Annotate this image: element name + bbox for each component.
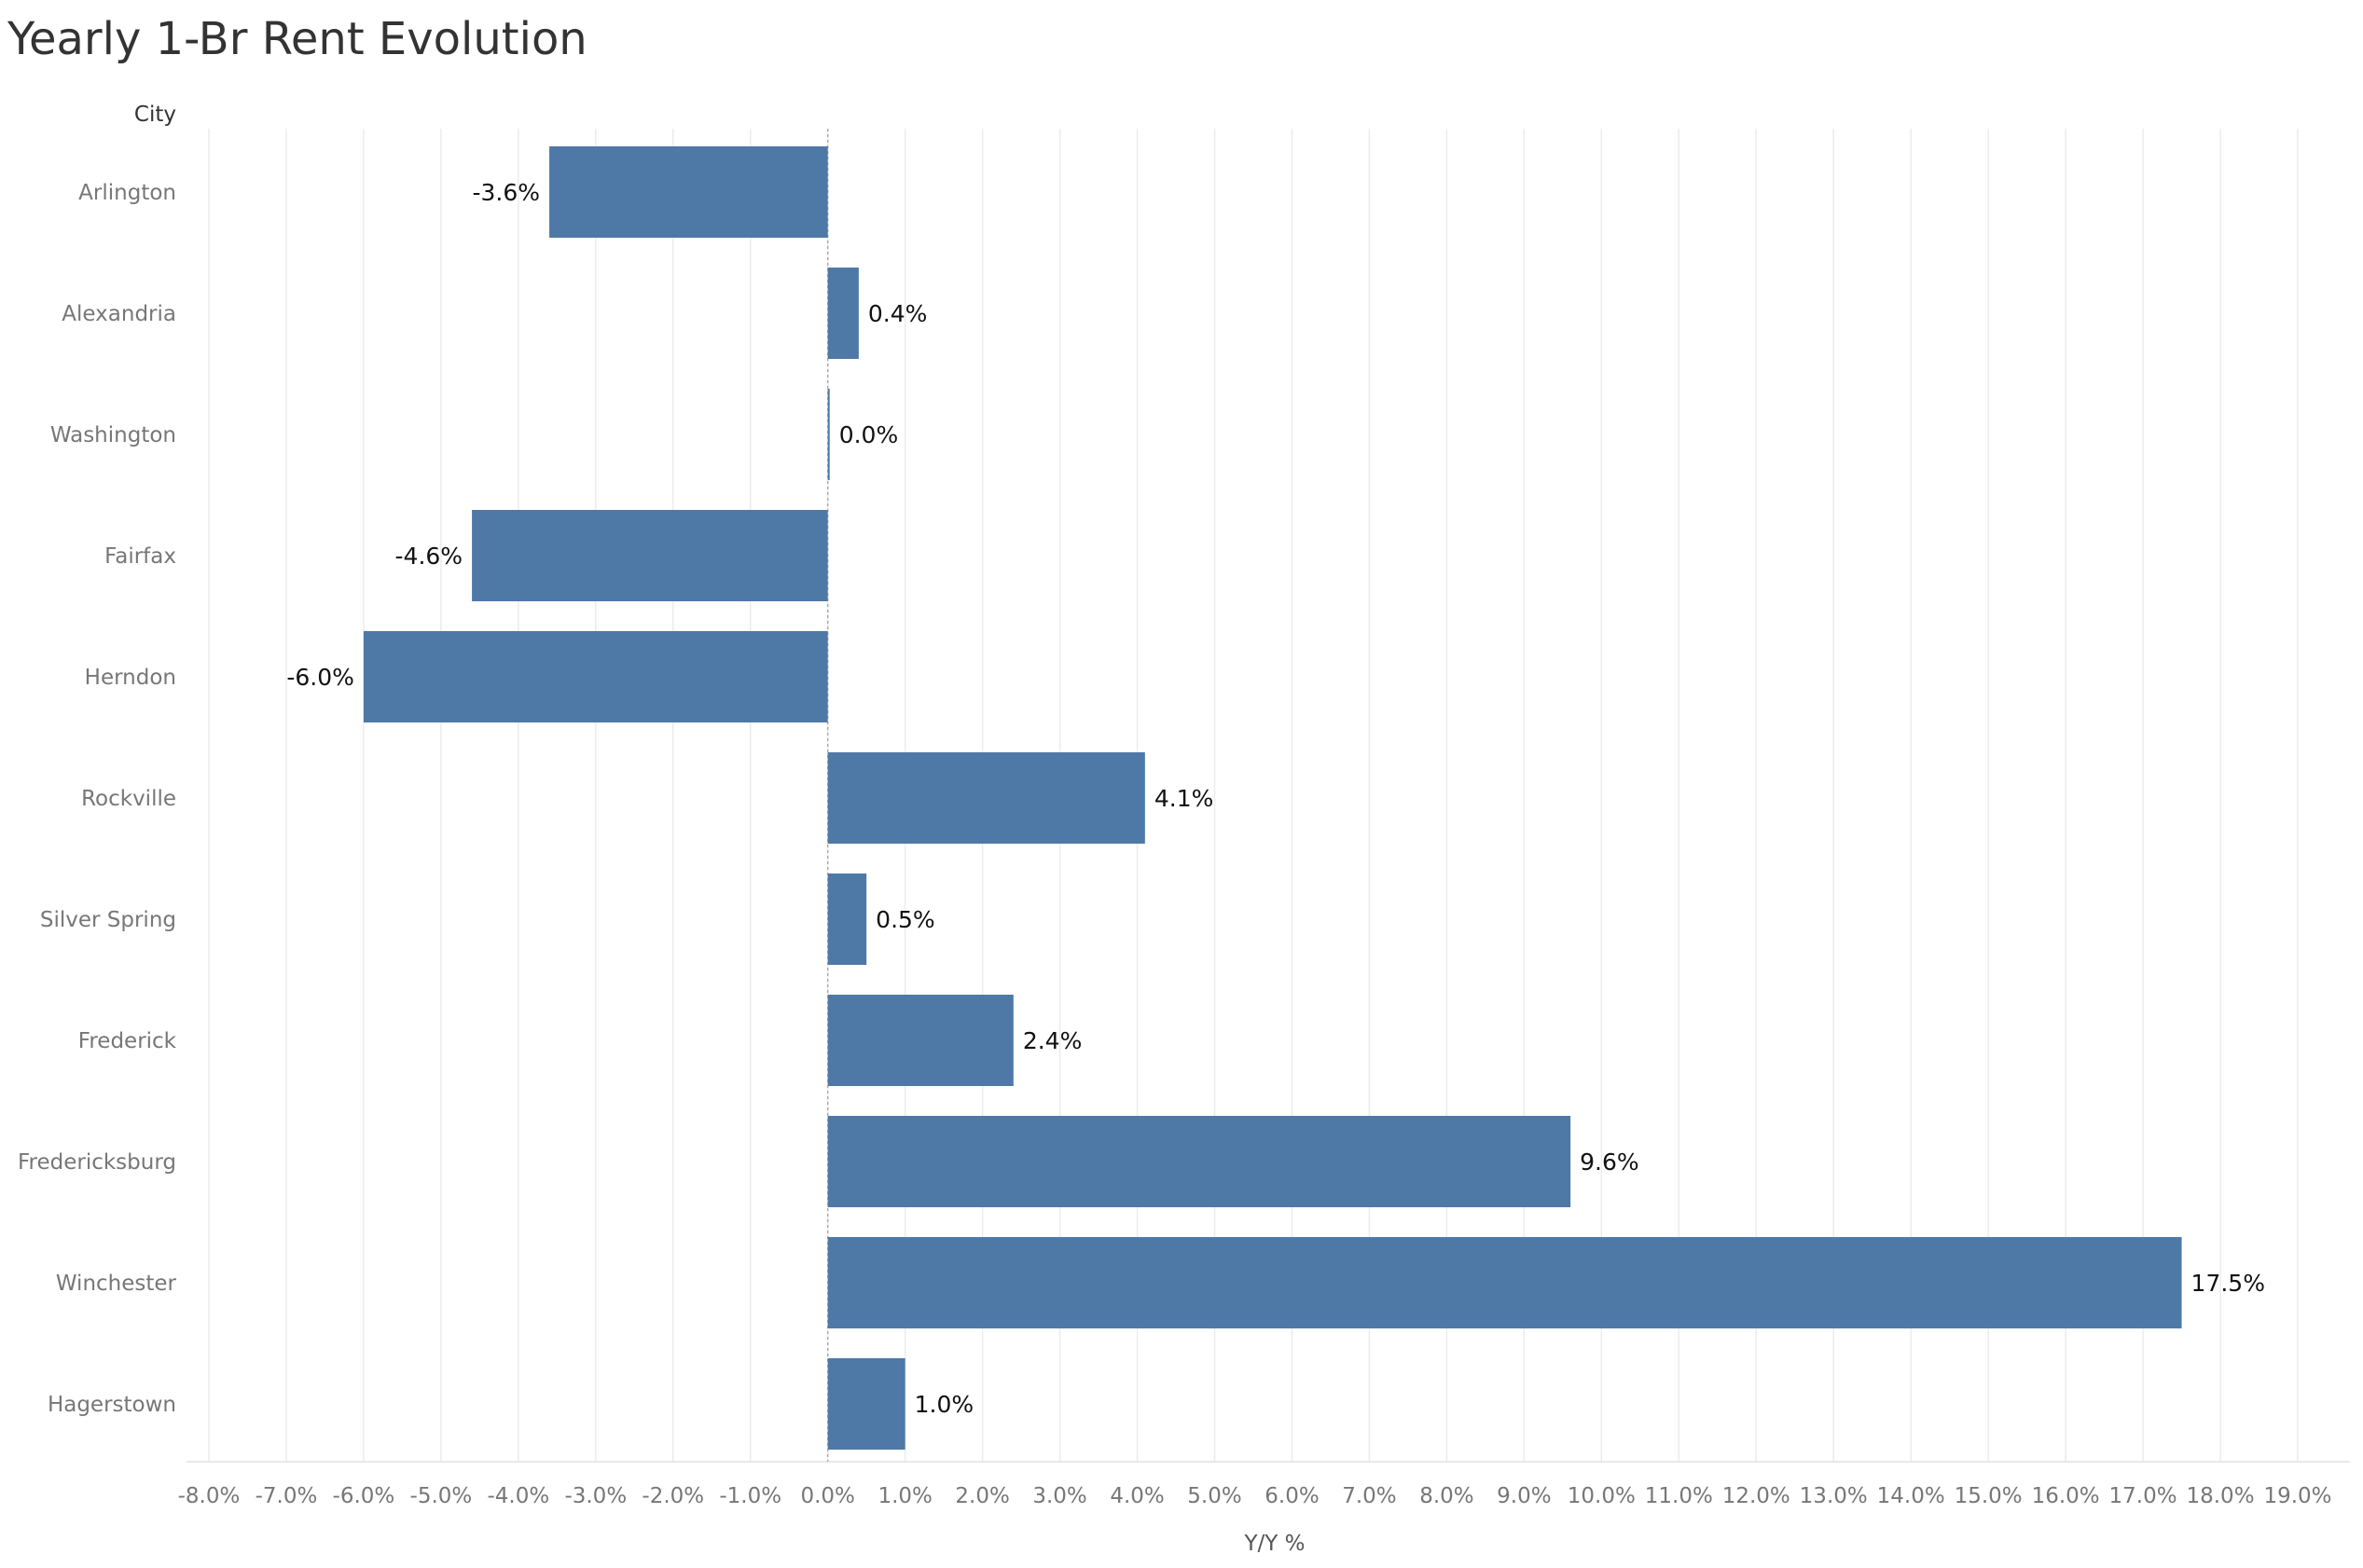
x-tick-label: -7.0%	[256, 1484, 318, 1508]
value-label: 0.0%	[839, 421, 899, 448]
x-tick-label: -8.0%	[178, 1484, 241, 1508]
x-tick-label: 18.0%	[2186, 1484, 2254, 1508]
category-label: Washington	[50, 423, 176, 447]
x-tick-label: 14.0%	[1877, 1484, 1945, 1508]
category-label: Fairfax	[104, 544, 176, 569]
bar[interactable]	[827, 995, 1014, 1086]
category-label: Herndon	[85, 666, 176, 690]
category-label: Winchester	[56, 1272, 177, 1296]
value-label: -3.6%	[472, 179, 540, 206]
category-labels: Arlington Alexandria Washington Fairfax Hern…	[18, 181, 177, 1417]
bar[interactable]	[827, 1116, 1571, 1207]
x-tick-label: -5.0%	[410, 1484, 473, 1508]
x-tick-label: 19.0%	[2263, 1484, 2331, 1508]
value-label: 17.5%	[2191, 1270, 2265, 1297]
chart-title: Yearly 1-Br Rent Evolution	[7, 13, 587, 65]
x-tick-label: -3.0%	[564, 1484, 627, 1508]
category-label: Arlington	[78, 181, 176, 205]
bars	[363, 146, 2182, 1450]
x-tick-label: 12.0%	[1722, 1484, 1790, 1508]
value-labels: -3.6% 0.4% 0.0% -4.6% -6.0% 4.1% 0.5% 2.4% 9.6% 1…	[286, 179, 2265, 1418]
x-tick-label: 8.0%	[1419, 1484, 1473, 1508]
bar[interactable]	[827, 268, 859, 359]
category-label: Rockville	[81, 787, 176, 811]
bar[interactable]	[827, 1237, 2182, 1328]
value-label: -4.6%	[395, 543, 463, 570]
x-tick-label: 2.0%	[955, 1484, 1009, 1508]
bar[interactable]	[827, 752, 1145, 844]
x-tick-label: 6.0%	[1264, 1484, 1319, 1508]
x-tick-label: 5.0%	[1187, 1484, 1241, 1508]
category-label: Fredericksburg	[18, 1150, 176, 1175]
x-tick-label: 10.0%	[1568, 1484, 1636, 1508]
bar[interactable]	[827, 873, 867, 965]
x-tick-label: 3.0%	[1032, 1484, 1086, 1508]
category-label: Alexandria	[62, 302, 176, 326]
bar[interactable]	[472, 510, 828, 601]
value-label: 9.6%	[1580, 1148, 1639, 1176]
x-tick-label: -2.0%	[642, 1484, 704, 1508]
x-tick-label: 1.0%	[877, 1484, 932, 1508]
x-axis-ticks: -8.0% -7.0% -6.0% -5.0% -4.0% -3.0% -2.0% -1.0%…	[178, 1484, 2332, 1508]
x-tick-label: 7.0%	[1342, 1484, 1396, 1508]
category-label: Frederick	[78, 1029, 177, 1053]
x-tick-label: 17.0%	[2109, 1484, 2177, 1508]
bar[interactable]	[363, 631, 828, 722]
value-label: 0.4%	[868, 300, 928, 327]
x-tick-label: -4.0%	[487, 1484, 549, 1508]
category-label: Hagerstown	[48, 1393, 176, 1417]
x-tick-label: 15.0%	[1955, 1484, 2023, 1508]
x-tick-label: 9.0%	[1497, 1484, 1551, 1508]
x-tick-label: 11.0%	[1645, 1484, 1713, 1508]
value-label: 4.1%	[1154, 785, 1214, 812]
x-tick-label: 0.0%	[800, 1484, 854, 1508]
x-tick-label: 13.0%	[1800, 1484, 1868, 1508]
x-tick-label: -1.0%	[719, 1484, 781, 1508]
x-tick-label: 4.0%	[1110, 1484, 1164, 1508]
bar[interactable]	[827, 1358, 905, 1450]
value-label: 2.4%	[1023, 1027, 1083, 1054]
x-axis-title: Y/Y %	[1243, 1532, 1305, 1556]
value-label: 1.0%	[915, 1391, 974, 1418]
bar[interactable]	[549, 146, 828, 238]
value-label: -6.0%	[286, 664, 354, 691]
x-tick-label: 16.0%	[2032, 1484, 2100, 1508]
bar[interactable]	[827, 389, 830, 480]
value-label: 0.5%	[876, 906, 935, 933]
row-header: City	[134, 103, 176, 127]
x-tick-label: -6.0%	[333, 1484, 395, 1508]
category-label: Silver Spring	[40, 908, 176, 932]
